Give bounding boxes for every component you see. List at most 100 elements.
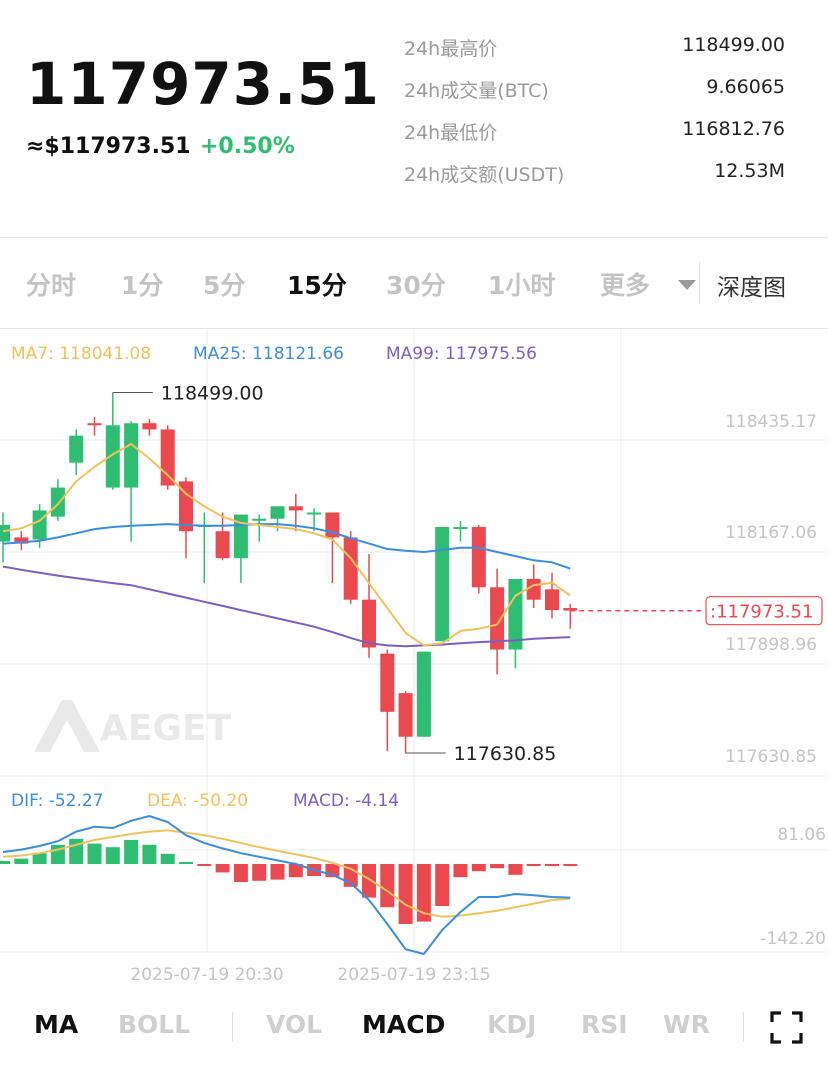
candle-body (545, 589, 559, 611)
y-tick-label: 118435.17 (725, 412, 817, 432)
tab-1h[interactable]: 1小时 (488, 271, 556, 300)
dif-line (2, 814, 571, 956)
stat-turnover-label: 24h成交额(USDT) (404, 164, 565, 186)
macd-histogram-bar (270, 864, 285, 880)
stat-volume-label: 24h成交量(BTC) (404, 80, 549, 102)
divider (0, 237, 828, 238)
chevron-down-icon[interactable] (678, 280, 696, 290)
dea-legend: DEA: -50.20 (147, 791, 248, 811)
candle-body (380, 653, 395, 712)
tab-timeline[interactable]: 分时 (26, 271, 77, 300)
indicator-macd[interactable]: MACD (362, 1010, 446, 1039)
watermark-text: AEGET (100, 708, 232, 749)
stat-low-label: 24h最低价 (404, 122, 498, 144)
low-price-label: 117630.85 (454, 743, 557, 765)
tab-more[interactable]: 更多 (600, 271, 651, 300)
macd-histogram-bar (160, 853, 175, 864)
candle-body (416, 651, 431, 737)
price-change-percent: +0.50% (200, 134, 295, 159)
ma7-line (2, 442, 571, 647)
indicator-boll[interactable]: BOLL (118, 1010, 191, 1039)
macd-histogram-bar (197, 864, 212, 866)
macd-histogram-bar (545, 864, 559, 866)
y-tick-label: 117898.96 (725, 635, 817, 655)
current-price-label: :117973.51 (710, 602, 813, 623)
candle-body (343, 537, 358, 600)
macd-histogram-bar (288, 864, 303, 878)
macd-histogram-bar (416, 864, 431, 922)
indicator-divider (743, 1012, 744, 1042)
indicator-rsi[interactable]: RSI (581, 1010, 628, 1039)
candle-body (526, 578, 541, 600)
current-price-tag (705, 596, 823, 626)
kline-chart[interactable]: AEGET MA7: 118041.08 MA25: 118121.66 MA9… (0, 329, 828, 1009)
ma25-line (2, 523, 571, 570)
macd-histogram-bar (453, 864, 468, 878)
depth-chart-button[interactable]: 深度图 (717, 275, 786, 301)
indicator-divider (232, 1012, 233, 1042)
candle-body (471, 527, 486, 588)
macd-histogram-bar (252, 864, 267, 881)
macd-histogram-bar (32, 853, 47, 864)
macd-histogram-bar (87, 843, 102, 864)
macd-histogram-bar (526, 864, 541, 866)
macd-histogram-bar (233, 864, 248, 882)
tab-1m[interactable]: 1分 (121, 271, 164, 300)
tab-30m[interactable]: 30分 (386, 271, 446, 300)
indicator-vol[interactable]: VOL (266, 1010, 323, 1039)
macd-histogram-bar (179, 862, 193, 864)
macd-histogram-bar (435, 864, 450, 906)
macd-panel (0, 814, 578, 956)
candle-body (0, 524, 10, 542)
candle-body (160, 429, 175, 486)
ma99-line (2, 565, 571, 648)
fullscreen-icon[interactable] (770, 1011, 803, 1044)
candle-body (270, 506, 285, 519)
candle-body (50, 487, 65, 517)
candle-body (142, 423, 157, 430)
candle-body (105, 425, 120, 488)
y-tick-label: 117630.85 (725, 747, 817, 767)
candle-body (362, 599, 376, 648)
candle-body (87, 423, 102, 426)
candle-body (453, 527, 468, 530)
macd-histogram-bar (380, 864, 395, 908)
watermark-logo: AEGET (34, 700, 232, 752)
candle-body (508, 578, 523, 650)
y-tick-label: 118167.06 (725, 523, 817, 543)
candles (0, 392, 578, 754)
divider (0, 328, 828, 329)
macd-legend: MACD: -4.14 (293, 791, 399, 811)
ma25-legend: MA25: 118121.66 (193, 344, 344, 364)
macd-histogram-bar (471, 864, 486, 872)
high-price-label: 118499.00 (161, 382, 264, 404)
candle-body (179, 481, 193, 532)
last-price: 117973.51 (26, 50, 380, 118)
macd-histogram-bar (508, 864, 523, 875)
macd-histogram-bar (362, 864, 376, 898)
macd-histogram-bar (14, 858, 29, 864)
candle-body (307, 512, 322, 515)
dea-line (2, 829, 571, 918)
candle-body (288, 506, 303, 511)
macd-histogram-bar (215, 864, 230, 873)
macd-histogram-bar (490, 864, 505, 869)
macd-y-tick: -142.20 (760, 929, 826, 949)
tab-divider (699, 262, 700, 304)
indicator-wr[interactable]: WR (663, 1010, 710, 1039)
dif-legend: DIF: -52.27 (11, 791, 104, 811)
x-tick-label: 2025-07-19 20:30 (130, 965, 283, 985)
stat-volume-value: 9.66065 (706, 76, 785, 98)
macd-histogram-bar (398, 864, 413, 924)
candle-body (252, 518, 267, 521)
candle-body (563, 608, 578, 611)
stat-turnover-value: 12.53M (714, 160, 785, 182)
candle-body (124, 423, 139, 488)
macd-histogram-bar (142, 844, 157, 864)
tab-5m[interactable]: 5分 (203, 271, 246, 300)
stat-high-value: 118499.00 (682, 34, 785, 56)
indicator-kdj[interactable]: KDJ (487, 1010, 537, 1039)
macd-histogram-bar (124, 840, 139, 864)
indicator-ma[interactable]: MA (34, 1010, 79, 1039)
tab-15m[interactable]: 15分 (287, 271, 347, 300)
